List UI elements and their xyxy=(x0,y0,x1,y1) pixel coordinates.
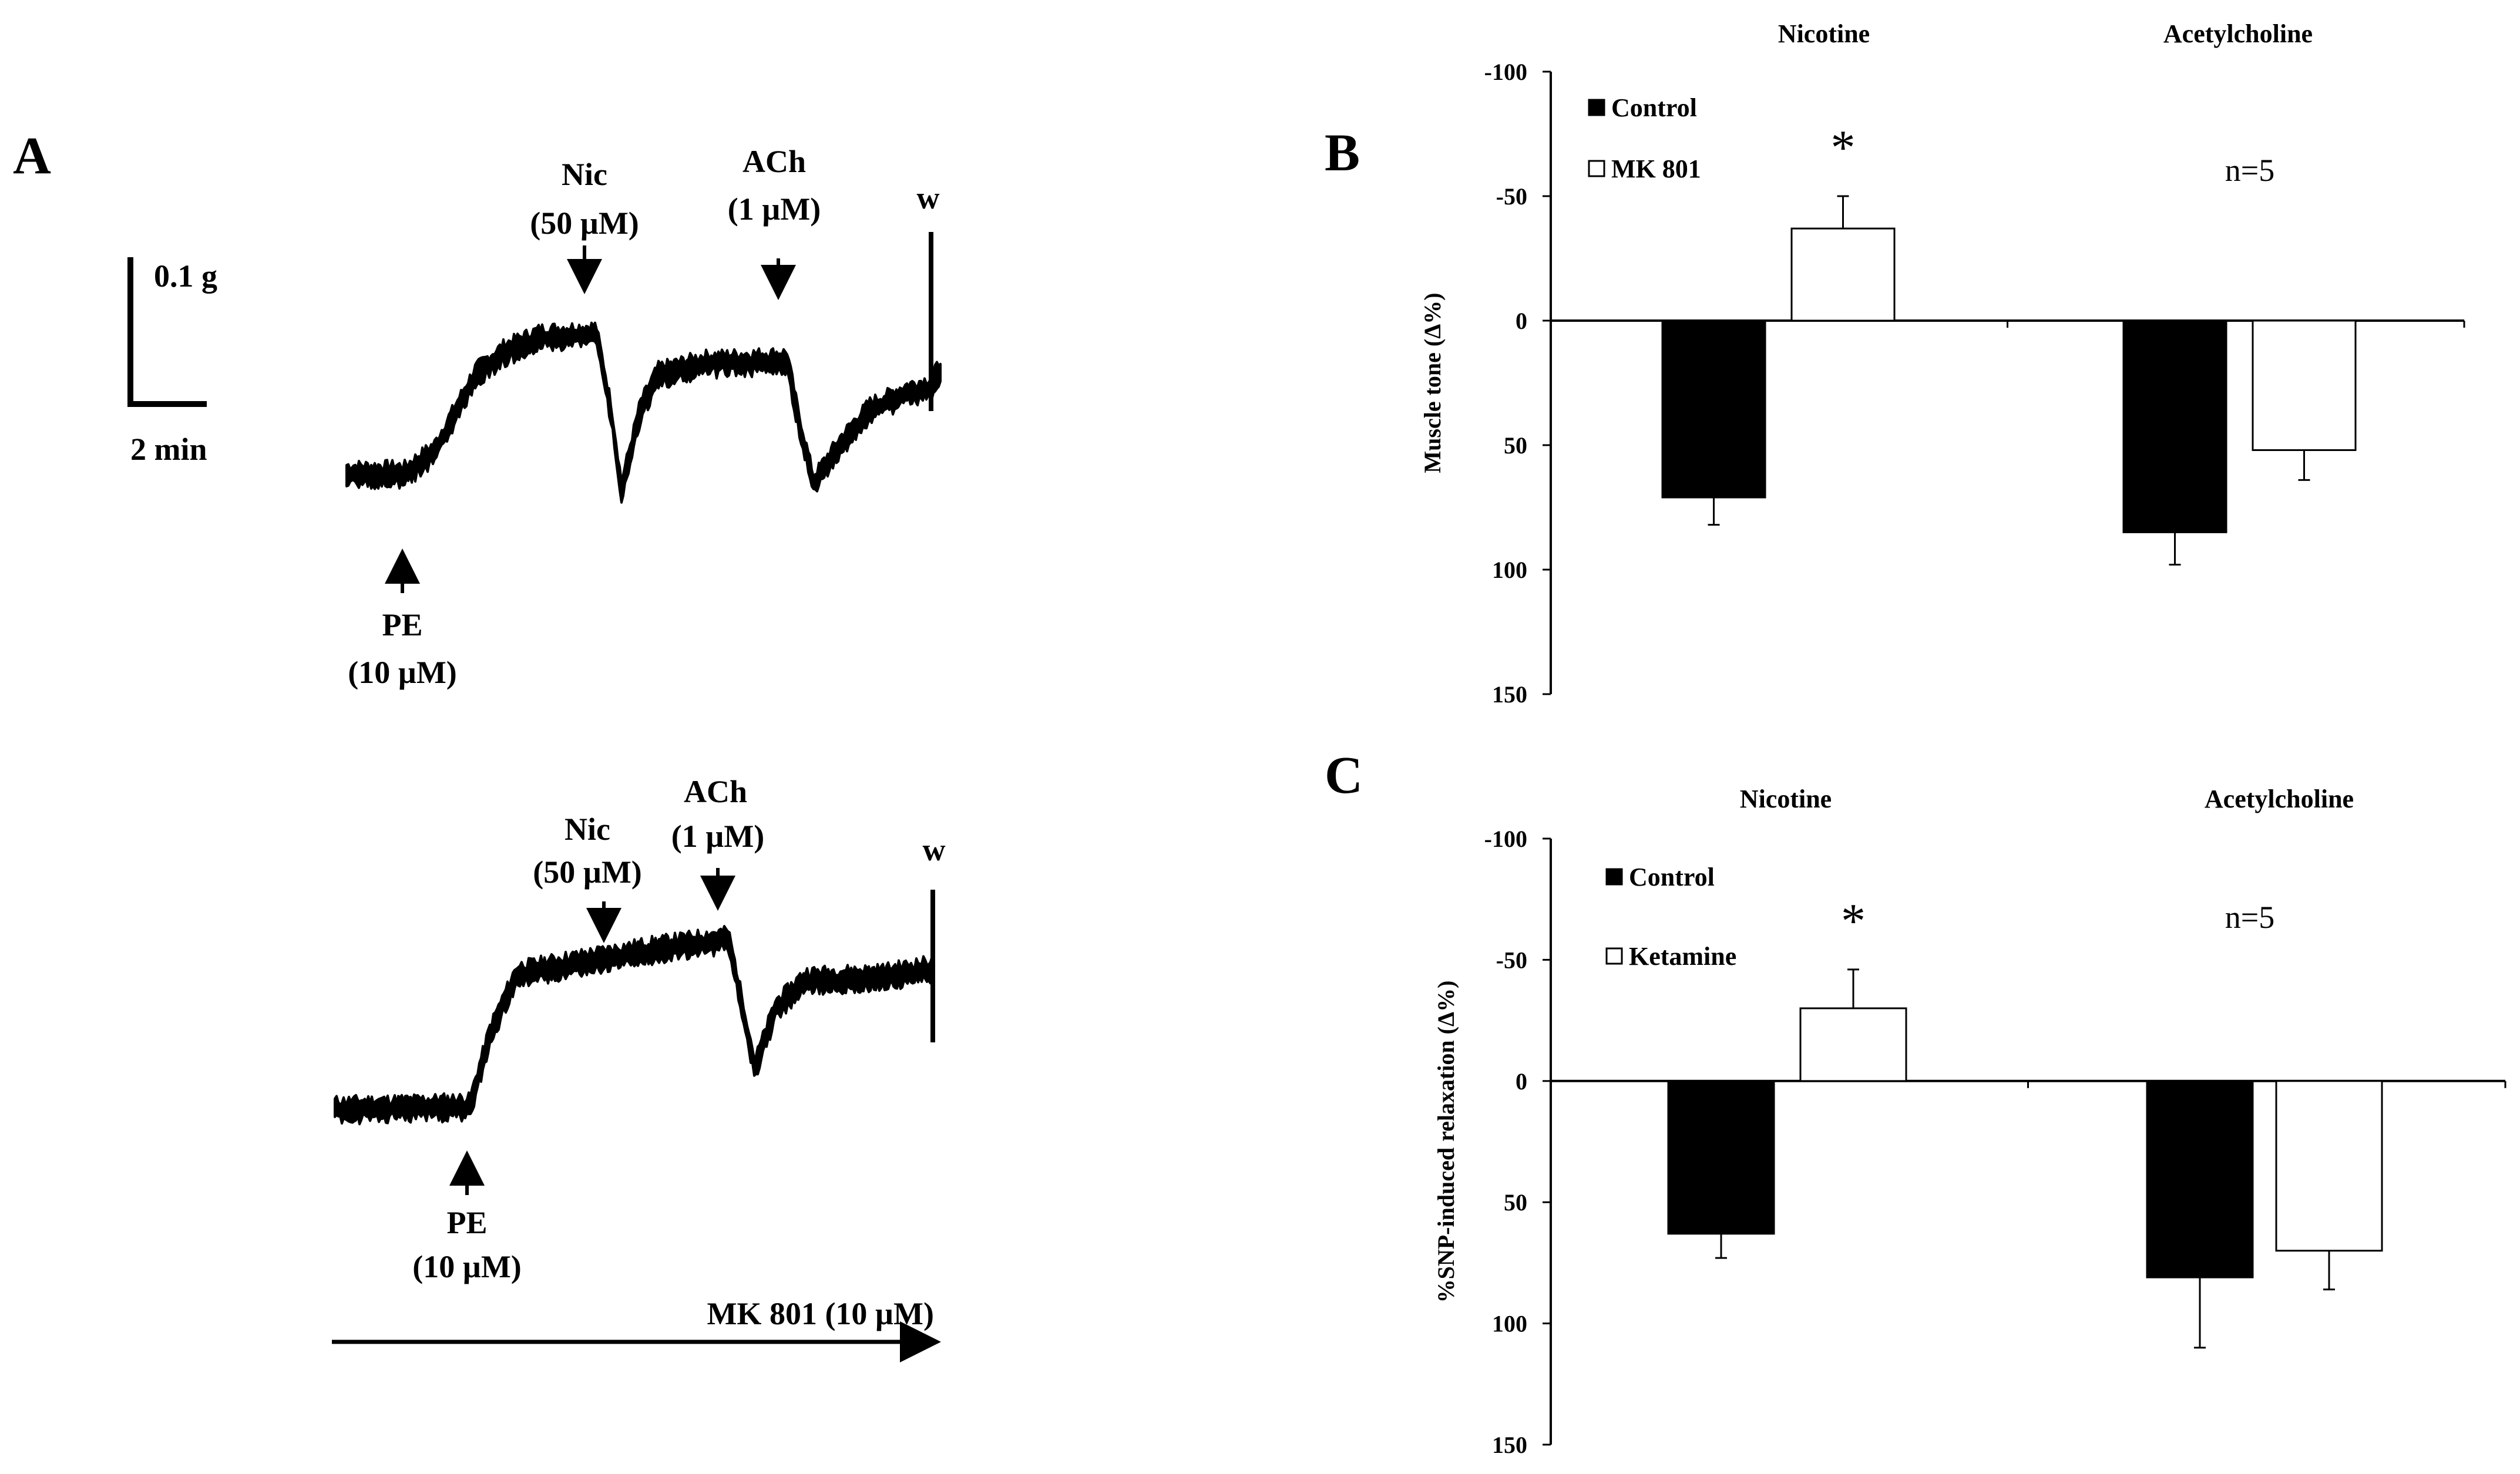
chart-c: -100 -50 0 50 100 150 %SNP-induced relaxation … xyxy=(1433,785,2506,1458)
chart-b: -100 -50 0 50 100 150 Muscle tone (Δ%) Nicotine… xyxy=(1419,19,2465,708)
bottom-pe-label: PE xyxy=(446,1205,487,1240)
top-w-label: w xyxy=(917,180,940,216)
legend-label: Control xyxy=(1629,863,1715,891)
bottom-trace: Nic (50 µM) ACh (1 µM) w PE (10 µM) MK 8… xyxy=(332,774,946,1362)
category-label: Acetylcholine xyxy=(2205,785,2354,813)
bar xyxy=(2252,319,2357,451)
top-nic-label: Nic xyxy=(562,157,607,192)
legend-label: Ketamine xyxy=(1629,942,1736,971)
y-tick-label: 150 xyxy=(1492,1432,1527,1458)
bar xyxy=(1799,1007,1907,1082)
y-tick-label: 0 xyxy=(1516,308,1527,334)
trace-bottom xyxy=(334,925,935,1126)
y-axis-label: %SNP-induced relaxation (Δ%) xyxy=(1433,981,1459,1303)
category-label: Acetylcholine xyxy=(2163,19,2313,48)
panel-c: C -100 -50 0 50 100 150 %SNP-induced relaxatio… xyxy=(1325,746,2506,1458)
bottom-w-label: w xyxy=(923,832,946,867)
y-tick-label: 50 xyxy=(1504,1189,1527,1216)
significance-star: * xyxy=(1831,120,1856,175)
bar xyxy=(2122,319,2227,533)
bar xyxy=(1790,227,1896,322)
bottom-nic-dose: (50 µM) xyxy=(533,854,642,890)
top-ach-label: ACh xyxy=(742,144,806,179)
bar xyxy=(2275,1080,2383,1252)
legend-label: Control xyxy=(1611,93,1697,122)
bar xyxy=(2146,1080,2254,1278)
panel-b-letter: B xyxy=(1325,124,1360,182)
top-trace: Nic (50 µM) ACh (1 µM) w PE (10 µM) xyxy=(345,144,942,690)
legend-swatch xyxy=(1588,160,1605,177)
scale-bar-horizontal-label: 2 min xyxy=(130,432,207,467)
category-label: Nicotine xyxy=(1740,785,1832,813)
bottom-ach-label: ACh xyxy=(684,774,747,809)
panel-a: A 0.1 g 2 min Nic (50 µM) ACh (1 µM) w P… xyxy=(13,127,946,1362)
y-tick-label: 100 xyxy=(1492,1311,1527,1337)
y-tick-label: -50 xyxy=(1496,947,1527,973)
y-tick-label: 0 xyxy=(1516,1068,1527,1095)
bottom-nic-label: Nic xyxy=(565,812,610,847)
top-ach-dose: (1 µM) xyxy=(728,191,821,227)
scale-bar: 0.1 g 2 min xyxy=(127,257,217,467)
legend-label: MK 801 xyxy=(1611,154,1701,183)
panel-a-letter: A xyxy=(13,127,51,185)
bar xyxy=(1661,319,1766,499)
y-axis-label: Muscle tone (Δ%) xyxy=(1419,292,1446,473)
y-tick-label: -100 xyxy=(1484,826,1527,852)
bar xyxy=(1667,1080,1775,1235)
top-nic-dose: (50 µM) xyxy=(530,206,639,241)
top-pe-label: PE xyxy=(382,607,422,642)
category-label: Nicotine xyxy=(1778,19,1870,48)
y-tick-label: 150 xyxy=(1492,681,1527,708)
y-tick-label: -100 xyxy=(1484,59,1527,85)
treatment-label: MK 801 (10 µM) xyxy=(707,1296,934,1331)
legend-swatch xyxy=(1588,99,1605,116)
scale-bar-vertical-label: 0.1 g xyxy=(154,258,217,294)
panel-c-letter: C xyxy=(1325,746,1363,805)
trace-top xyxy=(345,321,942,504)
n-annotation: n=5 xyxy=(2225,153,2274,188)
y-tick-label: 100 xyxy=(1492,557,1527,583)
legend-swatch xyxy=(1605,868,1623,886)
top-pe-dose: (10 µM) xyxy=(348,655,457,690)
legend-swatch xyxy=(1605,947,1623,965)
bottom-pe-dose: (10 µM) xyxy=(412,1249,522,1284)
n-annotation: n=5 xyxy=(2225,900,2274,935)
significance-star: * xyxy=(1841,894,1866,948)
y-tick-label: 50 xyxy=(1504,432,1527,459)
panel-b: B -100 -50 0 50 100 150 Muscle tone (Δ%) Nicoti… xyxy=(1325,19,2465,708)
y-tick-label: -50 xyxy=(1496,183,1527,210)
bottom-ach-dose: (1 µM) xyxy=(671,819,765,854)
